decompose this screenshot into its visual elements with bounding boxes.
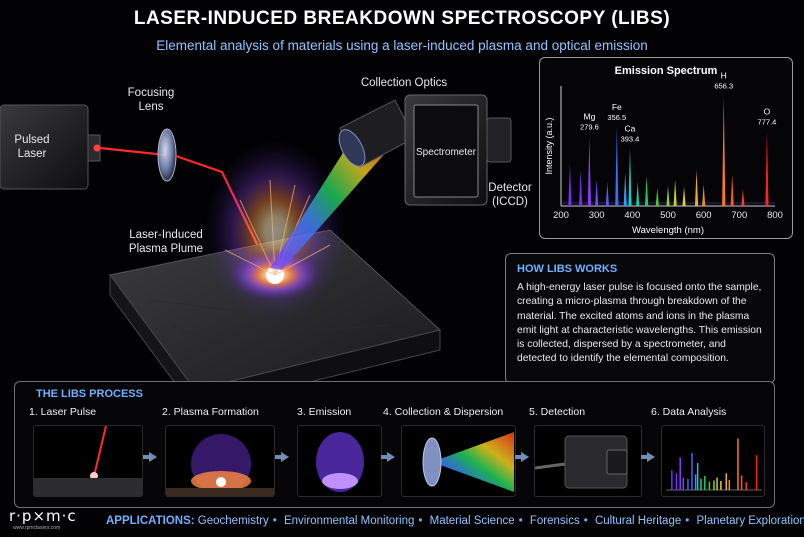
libs-process-panel: THE LIBS PROCESS 1. Laser Pulse 2. Plasm… — [14, 381, 775, 508]
spectrum-peak — [605, 182, 609, 206]
application-item: Environmental Monitoring — [283, 515, 415, 527]
pulsed-laser-box — [0, 104, 101, 190]
spectrum-peak — [615, 126, 619, 206]
x-tick-label: 800 — [767, 210, 783, 221]
pulsed-laser-label: Pulsed Laser — [14, 134, 50, 160]
step-2-image — [165, 425, 275, 497]
arrow-3-icon — [381, 452, 395, 462]
step-5-image — [534, 425, 642, 497]
applications-line: APPLICATIONS: Geochemistry • Environmenta… — [106, 515, 804, 527]
spectrum-peak — [673, 179, 677, 206]
step-1-image — [33, 425, 143, 497]
step-5-label: 5. Detection — [529, 406, 586, 418]
peak-wavelength-label: 777.4 — [758, 118, 777, 127]
how-body: A high-energy laser pulse is focused ont… — [517, 282, 762, 365]
peak-element-label: Mg — [583, 111, 595, 121]
peak-element-label: H — [721, 71, 727, 81]
peak-element-label: O — [764, 107, 771, 117]
laser-beam-1 — [99, 146, 167, 157]
process-title: THE LIBS PROCESS — [36, 388, 143, 400]
peak-wavelength-label: 393.4 — [621, 134, 640, 143]
application-item: Cultural Heritage — [594, 515, 682, 527]
peak-wavelength-label: 279.6 — [580, 122, 599, 131]
how-libs-works-panel: HOW LIBS WORKS A high-energy laser pulse… — [505, 253, 775, 384]
spectrometer-box — [404, 94, 512, 206]
spectrum-peak — [636, 182, 640, 206]
x-axis-label: Wavelength (nm) — [632, 225, 704, 236]
x-tick-label: 500 — [660, 210, 676, 221]
spectrum-peak — [623, 172, 627, 206]
spectrum-peak — [579, 170, 583, 206]
focusing-lens-label: Focusing Lens — [127, 87, 175, 113]
step-4-image — [401, 425, 516, 497]
arrow-4-icon — [515, 452, 529, 462]
plasma-plume — [205, 140, 345, 320]
application-item: Material Science — [429, 515, 515, 527]
peak-wavelength-label: 656.3 — [714, 82, 733, 91]
step-3-image — [297, 425, 382, 497]
spectrum-peak — [730, 174, 734, 206]
x-tick-label: 700 — [731, 210, 747, 221]
plasma-plume-label: Laser-Induced Plasma Plume — [128, 229, 204, 255]
page-title: LASER-INDUCED BREAKDOWN SPECTROSCOPY (LI… — [133, 8, 671, 29]
peak-wavelength-label: 356.5 — [607, 113, 626, 122]
spectrum-peak — [666, 185, 670, 206]
spectrum-peak — [765, 131, 769, 206]
x-tick-label: 200 — [553, 210, 569, 221]
x-tick-label: 400 — [624, 210, 640, 221]
arrow-2-icon — [275, 452, 289, 462]
spectrum-peak — [694, 170, 699, 206]
spectrum-peak — [568, 164, 572, 206]
emission-spectrum-panel: Emission Spectrum 200 300 400 500 600 700 800 W… — [539, 57, 793, 239]
spectrum-peak — [655, 188, 659, 206]
application-item: Forensics — [529, 515, 580, 527]
spectrum-peak — [722, 95, 726, 206]
step-1-label: 1. Laser Pulse — [29, 406, 97, 418]
spectrum-peak — [587, 136, 591, 206]
how-title: HOW LIBS WORKS — [517, 263, 618, 275]
page-subtitle: Elemental analysis of materials using a … — [156, 38, 648, 53]
y-axis-label: Intensity (a.u.) — [544, 117, 554, 174]
spectrum-peak — [682, 186, 686, 206]
collection-optics-label: Collection Optics — [360, 77, 448, 89]
step-6-image — [661, 425, 765, 497]
spectrum-peak — [702, 184, 706, 206]
step-6-label: 6. Data Analysis — [651, 406, 727, 418]
step-3-label: 3. Emission — [297, 406, 352, 418]
logo-url: www.rpmclasers.com — [13, 525, 61, 531]
spectrum-peak — [595, 179, 599, 206]
spectrum-peak — [628, 148, 632, 206]
spectrometer-label: Spectrometer — [415, 147, 477, 158]
application-item: Planetary Exploration — [696, 515, 804, 527]
arrow-1-icon — [143, 452, 157, 462]
rpmc-logo: r·p×m·c — [9, 507, 77, 525]
spectrum-peak — [741, 189, 745, 206]
focusing-lens — [157, 128, 177, 182]
peak-element-label: Ca — [625, 123, 636, 133]
applications-label: APPLICATIONS: — [106, 515, 195, 527]
step-2-label: 2. Plasma Formation — [162, 406, 259, 418]
peak-element-label: Fe — [612, 102, 622, 112]
detector-label: Detector (ICCD) — [488, 182, 532, 208]
x-tick-label: 600 — [696, 210, 712, 221]
chart-title: Emission Spectrum — [614, 65, 718, 77]
spectrum-peak — [645, 176, 649, 206]
step-4-label: 4. Collection & Dispersion — [383, 406, 504, 418]
arrow-5-icon — [641, 452, 655, 462]
application-item: Geochemistry — [197, 515, 269, 527]
x-tick-label: 300 — [589, 210, 605, 221]
emission-spectrum-chart: 200 300 400 500 600 700 800 Wavelength (nm) Inte… — [544, 71, 783, 236]
